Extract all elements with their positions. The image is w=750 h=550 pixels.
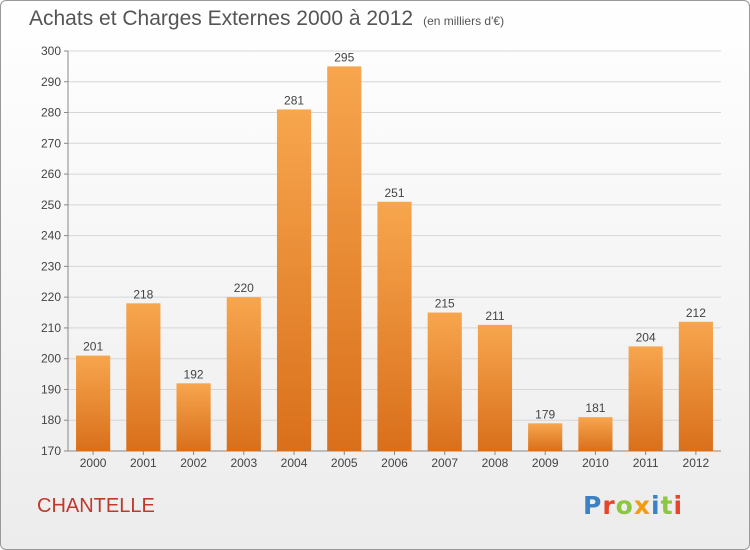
y-tick-label: 270 bbox=[41, 136, 61, 150]
logo-letter: r bbox=[602, 491, 616, 520]
x-tick-label: 2009 bbox=[532, 456, 559, 470]
bar-value-label: 192 bbox=[184, 367, 204, 381]
y-tick-label: 260 bbox=[41, 167, 61, 181]
bar-2007 bbox=[427, 312, 462, 451]
y-tick-label: 190 bbox=[41, 382, 61, 396]
bar-2011 bbox=[628, 346, 663, 451]
x-tick-label: 2006 bbox=[381, 456, 408, 470]
bar-2010 bbox=[578, 417, 613, 451]
bar-value-label: 204 bbox=[636, 330, 656, 344]
x-tick-label: 2007 bbox=[431, 456, 458, 470]
bar-value-label: 251 bbox=[384, 186, 404, 200]
y-tick-label: 290 bbox=[41, 75, 61, 89]
proxiti-logo[interactable]: Proxiti bbox=[583, 491, 683, 520]
logo-letter: P bbox=[583, 491, 603, 520]
x-tick-label: 2008 bbox=[482, 456, 509, 470]
x-axis-ticks: 2000 2001 2002 2003 2004 2005 2006 2007 2008 2009… bbox=[80, 451, 710, 470]
y-tick-label: 200 bbox=[41, 352, 61, 366]
bar-2001 bbox=[126, 303, 161, 451]
y-tick-label: 280 bbox=[41, 106, 61, 120]
bar-value-label: 281 bbox=[284, 93, 304, 107]
commune-name: CHANTELLE bbox=[37, 495, 155, 517]
bar-value-label: 295 bbox=[334, 50, 354, 64]
y-tick-label: 230 bbox=[41, 259, 61, 273]
y-tick-label: 250 bbox=[41, 198, 61, 212]
logo-letter: i bbox=[673, 491, 684, 520]
bar-2008 bbox=[477, 324, 513, 451]
bar-2012 bbox=[678, 321, 713, 451]
bar-value-label: 201 bbox=[83, 340, 103, 354]
y-tick-label: 180 bbox=[41, 413, 61, 427]
x-tick-label: 2010 bbox=[582, 456, 609, 470]
bar-2002 bbox=[176, 383, 211, 451]
bar-value-label: 218 bbox=[133, 287, 153, 301]
x-tick-label: 2000 bbox=[80, 456, 107, 470]
x-tick-label: 2004 bbox=[281, 456, 308, 470]
bar-2006 bbox=[377, 201, 412, 451]
bar-value-label: 181 bbox=[585, 401, 605, 415]
bar-value-label: 220 bbox=[234, 281, 254, 295]
y-tick-label: 220 bbox=[41, 290, 61, 304]
bar-value-label: 211 bbox=[485, 309, 504, 323]
x-tick-label: 2002 bbox=[180, 456, 207, 470]
bar-value-label: 212 bbox=[686, 306, 706, 320]
y-tick-label: 170 bbox=[41, 444, 61, 458]
logo-letter: t bbox=[660, 491, 674, 520]
x-tick-label: 2011 bbox=[633, 456, 659, 470]
bars: 201 218 192 220 281 295 251 215 211 179 181 204 212 bbox=[76, 50, 713, 451]
y-tick-label: 300 bbox=[41, 44, 61, 58]
bar-value-label: 215 bbox=[435, 297, 455, 311]
bar-2000 bbox=[76, 355, 111, 451]
bar-2005 bbox=[327, 66, 362, 451]
bar-2004 bbox=[276, 109, 312, 451]
logo-letter: x bbox=[633, 491, 651, 520]
x-tick-label: 2001 bbox=[130, 456, 157, 470]
bar-2009 bbox=[528, 423, 563, 451]
chart-title: Achats et Charges Externes 2000 à 2012 (e… bbox=[29, 7, 505, 30]
bar-value-label: 179 bbox=[535, 407, 555, 421]
logo-letter: o bbox=[615, 491, 634, 520]
y-tick-label: 210 bbox=[41, 321, 61, 335]
x-tick-label: 2003 bbox=[230, 456, 257, 470]
chart-subtitle: (en milliers d'€) bbox=[423, 14, 505, 28]
bar-2003 bbox=[226, 297, 261, 451]
y-tick-label: 240 bbox=[41, 229, 61, 243]
x-tick-label: 2012 bbox=[683, 456, 710, 470]
logo-letter: i bbox=[651, 491, 661, 520]
x-tick-label: 2005 bbox=[331, 456, 358, 470]
